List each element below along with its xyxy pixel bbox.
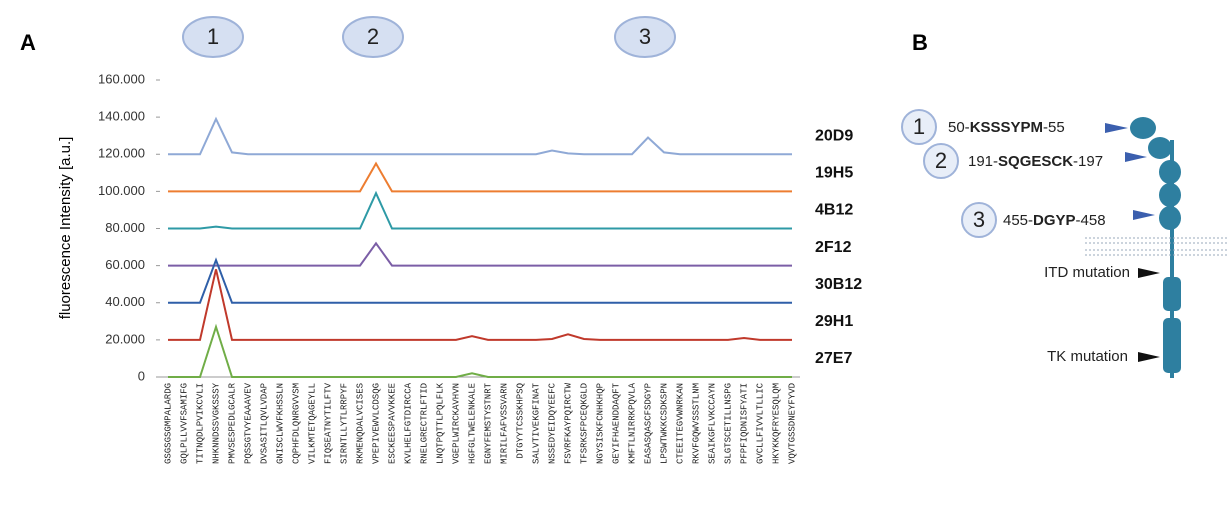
series-label: 4B12	[815, 202, 853, 219]
annotation: 1	[207, 24, 219, 49]
series-line	[168, 243, 792, 265]
x-tick-label: SLGTSCETILLNSPG	[723, 383, 733, 464]
site-end: -197	[1073, 153, 1103, 170]
panel-label: B	[912, 30, 928, 55]
series-label: 20D9	[815, 127, 853, 144]
x-tick-label: KVLHELFGTDIRCCA	[403, 382, 413, 464]
y-axis-label: fluorescence Intensity [a.u.]	[57, 137, 74, 320]
series-line	[168, 269, 792, 340]
x-tick-label: VPEPIVEWVLCDSQG	[371, 383, 381, 464]
series-line	[168, 119, 792, 154]
y-tick-label: 160.000	[98, 71, 145, 86]
site-end: -458	[1076, 212, 1106, 229]
x-tick-label: GSGSGSGMPALARDG	[163, 383, 173, 464]
x-tick-label: HKYKKQFRYESQLQM	[771, 383, 781, 464]
y-tick-label: 0	[138, 368, 145, 383]
site-label: 50-KSSSYPM-55	[948, 119, 1065, 136]
y-tick-label: 140.000	[98, 109, 145, 124]
series-label: 19H5	[815, 165, 853, 182]
site-label: 455-DGYP-458	[1003, 212, 1106, 229]
x-tick-label: GVCLLFIVVLTLLIC	[755, 382, 765, 464]
x-tick-label: GNISCLWVFKHSSLN	[275, 383, 285, 464]
series-label: 27E7	[815, 350, 852, 367]
y-tick-label: 80.000	[105, 220, 145, 235]
site-number: 2	[935, 148, 947, 173]
x-tick-label: MIRILFAFVSSVARN	[499, 383, 509, 464]
series-line	[168, 164, 792, 192]
x-tick-label: ESCKEESPAVVKKEE	[387, 383, 397, 464]
y-tick-label: 20.000	[105, 331, 145, 346]
x-tick-label: VILKMTETQAGEYLL	[307, 383, 317, 464]
site-end: -55	[1043, 119, 1065, 136]
site-start: 50-	[948, 119, 970, 136]
x-tick-label: SEAIKGFLVKCCAYN	[707, 383, 717, 464]
x-tick-label: CTEEITEGVWNRKAN	[675, 383, 685, 464]
x-tick-label: GQLPLLVVFSAMIFG	[179, 383, 189, 464]
x-tick-label: PQSSGTVYEAAAVEV	[243, 382, 253, 464]
x-tick-label: LNQTPQTTLPQLFLK	[435, 382, 445, 464]
site-start: 455-	[1003, 212, 1033, 229]
x-tick-label: HGFGLTWELENKALE	[467, 383, 477, 464]
x-tick-label: EASASQASCFSDGYP	[643, 383, 653, 464]
x-tick-label: RKMENQDALVCISES	[355, 383, 365, 464]
y-tick-label: 60.000	[105, 257, 145, 272]
annotation: 3	[639, 24, 651, 49]
series-label: 30B12	[815, 276, 862, 293]
mutation-label: TK mutation	[1047, 348, 1128, 365]
x-tick-label: VQVTGSSDNEYFYVD	[787, 383, 797, 464]
x-tick-label: DVSASITLQVLVDAP	[259, 383, 269, 464]
x-tick-label: EGNYFEMSTYSTNRT	[483, 382, 493, 464]
site-number: 3	[973, 207, 985, 232]
x-tick-label: RNELGRECTRLFTID	[419, 383, 429, 464]
x-tick-label: DTGYYTCSSKHPSQ	[515, 383, 525, 459]
site-label: 191-SQGESCK-197	[968, 153, 1103, 170]
site-number: 1	[913, 114, 925, 139]
mutation-label: ITD mutation	[1044, 264, 1130, 281]
x-tick-label: RKVFGQWVSSSTLNM	[691, 383, 701, 464]
x-tick-label: NHKNNDSSVGKSSSY	[211, 382, 221, 464]
x-tick-label: CQPHFDLQNRGVVSM	[291, 383, 301, 464]
x-tick-label: TFSRKSFPCEQKGLD	[579, 383, 589, 464]
figure: A B fluorescence Intensity [a.u.] 0 20.00…	[0, 0, 1231, 522]
x-tick-label: KMFTLNIRRKPQVLA	[627, 382, 637, 464]
x-tick-label: SALVTIVEKGFINAT	[531, 382, 541, 464]
series-line	[168, 193, 792, 228]
x-tick-label: GEYIFHAENDDAQFT	[611, 382, 621, 464]
series-label: 29H1	[815, 313, 853, 330]
site-start: 191-	[968, 153, 998, 170]
membrane	[1085, 238, 1228, 255]
y-tick-label: 120.000	[98, 146, 145, 161]
y-tick-label: 100.000	[98, 183, 145, 198]
series-line	[168, 327, 792, 377]
x-tick-label: PMVSESPEDLGCALR	[227, 382, 237, 464]
x-tick-label: NGYSISKFCNHKHQP	[595, 383, 605, 464]
x-tick-label: SIRNTLLYTLRRPYF	[339, 383, 349, 464]
annotation: 2	[367, 24, 379, 49]
x-tick-label: LPSWTWKKCSDKSPN	[659, 383, 669, 464]
panel-label: A	[20, 30, 36, 55]
site-motif: DGYP	[1033, 212, 1076, 229]
site-motif: SQGESCK	[998, 153, 1073, 170]
x-tick-label: VGEPLWIRCKAVHVN	[451, 383, 461, 464]
x-tick-label: FSVRFKAYPQIRCTW	[563, 382, 573, 464]
x-tick-label: NSSEDYEIDQYEEFC	[547, 382, 557, 464]
x-tick-label: FIQSEATNYTILFTV	[323, 382, 333, 464]
x-tick-label: PFPFIQDNISFYATI	[739, 383, 749, 464]
site-motif: KSSSYPM	[970, 119, 1043, 136]
y-tick-label: 40.000	[105, 294, 145, 309]
series-label: 2F12	[815, 239, 852, 256]
x-tick-label: TITNQDLPVIKCVLI	[195, 383, 205, 464]
